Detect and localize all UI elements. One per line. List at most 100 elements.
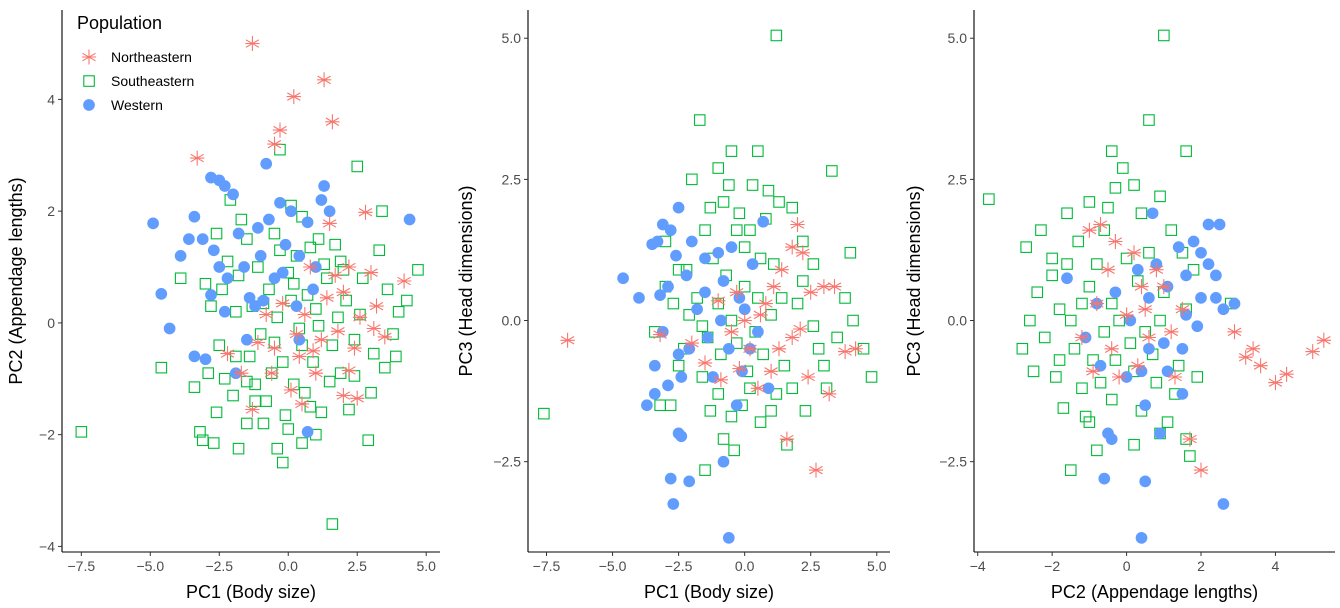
data-point [1064, 464, 1077, 476]
data-point [290, 300, 303, 312]
data-point [1180, 145, 1192, 157]
data-point [1108, 234, 1123, 249]
data-point [779, 431, 795, 447]
series-northeastern [190, 36, 412, 417]
data-point [754, 416, 767, 428]
data-point [672, 348, 685, 361]
data-point [1076, 297, 1088, 310]
data-point [183, 233, 195, 245]
data-point [334, 255, 347, 268]
data-point [1149, 262, 1164, 278]
data-point [1238, 349, 1253, 365]
data-point [848, 341, 863, 357]
data-point [771, 341, 787, 357]
data-point [306, 343, 321, 359]
y-tick-label: 4 [47, 91, 55, 107]
data-point [190, 150, 205, 166]
data-point [317, 72, 332, 88]
data-point [1082, 222, 1097, 238]
data-point [704, 201, 717, 214]
data-point [318, 180, 330, 192]
data-point [412, 264, 424, 276]
data-point [1210, 269, 1222, 282]
data-point [1176, 388, 1189, 400]
legend-item-northeastern: Northeastern [81, 49, 192, 65]
data-point [667, 297, 680, 310]
data-point [1253, 358, 1268, 374]
data-point [369, 298, 384, 314]
data-point [757, 348, 769, 361]
data-point [712, 162, 725, 174]
data-point [697, 355, 713, 371]
data-point [147, 217, 159, 230]
data-point [352, 309, 368, 325]
data-point [199, 277, 212, 290]
data-point [723, 179, 735, 191]
data-point [174, 272, 187, 285]
x-tick-label: 4 [1272, 558, 1280, 574]
data-point [1184, 450, 1196, 462]
data-point [245, 36, 260, 51]
data-point [322, 215, 337, 231]
data-point [1135, 365, 1148, 378]
data-point [268, 272, 281, 285]
data-point [1068, 342, 1081, 355]
data-point [1227, 324, 1242, 340]
data-point [770, 29, 783, 42]
data-point [1109, 354, 1122, 366]
data-point [1158, 29, 1170, 42]
data-point [1035, 224, 1047, 236]
data-point [672, 359, 685, 372]
data-point [538, 407, 550, 420]
data-point [1024, 314, 1036, 327]
data-point [358, 204, 373, 220]
data-point [289, 326, 304, 342]
data-point [347, 340, 362, 356]
data-point [1119, 307, 1134, 323]
data-point [325, 114, 340, 130]
data-point [257, 417, 270, 430]
data-point [227, 188, 239, 201]
data-point [319, 290, 334, 306]
data-point [1305, 344, 1320, 360]
data-point [1083, 280, 1096, 293]
data-point [263, 283, 275, 296]
data-point [241, 375, 253, 388]
data-point [722, 532, 735, 544]
data-point [350, 390, 365, 406]
data-point [696, 320, 709, 332]
data-point [1167, 369, 1183, 385]
data-point [334, 367, 347, 379]
data-point [315, 406, 328, 419]
data-point [1202, 218, 1215, 231]
data-point [717, 196, 730, 208]
data-point [377, 329, 392, 345]
data-point [1117, 162, 1129, 174]
data-point [1104, 341, 1119, 357]
data-point [210, 406, 223, 419]
data-point [1089, 296, 1104, 312]
x-tick-label: 0.0 [279, 558, 299, 574]
data-point [1046, 252, 1058, 265]
data-point [286, 89, 301, 105]
data-point [299, 386, 311, 399]
data-point [664, 399, 677, 412]
data-point [1083, 196, 1096, 208]
data-point [365, 386, 377, 399]
data-point [213, 339, 226, 352]
data-point [1091, 444, 1103, 457]
data-point [822, 386, 837, 402]
data-point [807, 258, 820, 270]
data-point [672, 263, 685, 276]
data-point [362, 434, 375, 447]
data-point [303, 259, 318, 275]
data-point [1109, 286, 1122, 299]
data-point [188, 350, 201, 363]
data-point [260, 157, 273, 170]
data-point [315, 194, 328, 206]
data-point [276, 266, 289, 279]
data-point [752, 292, 764, 304]
data-point [795, 245, 810, 261]
x-tick-label: −2 [1044, 558, 1060, 574]
data-point [249, 300, 261, 312]
